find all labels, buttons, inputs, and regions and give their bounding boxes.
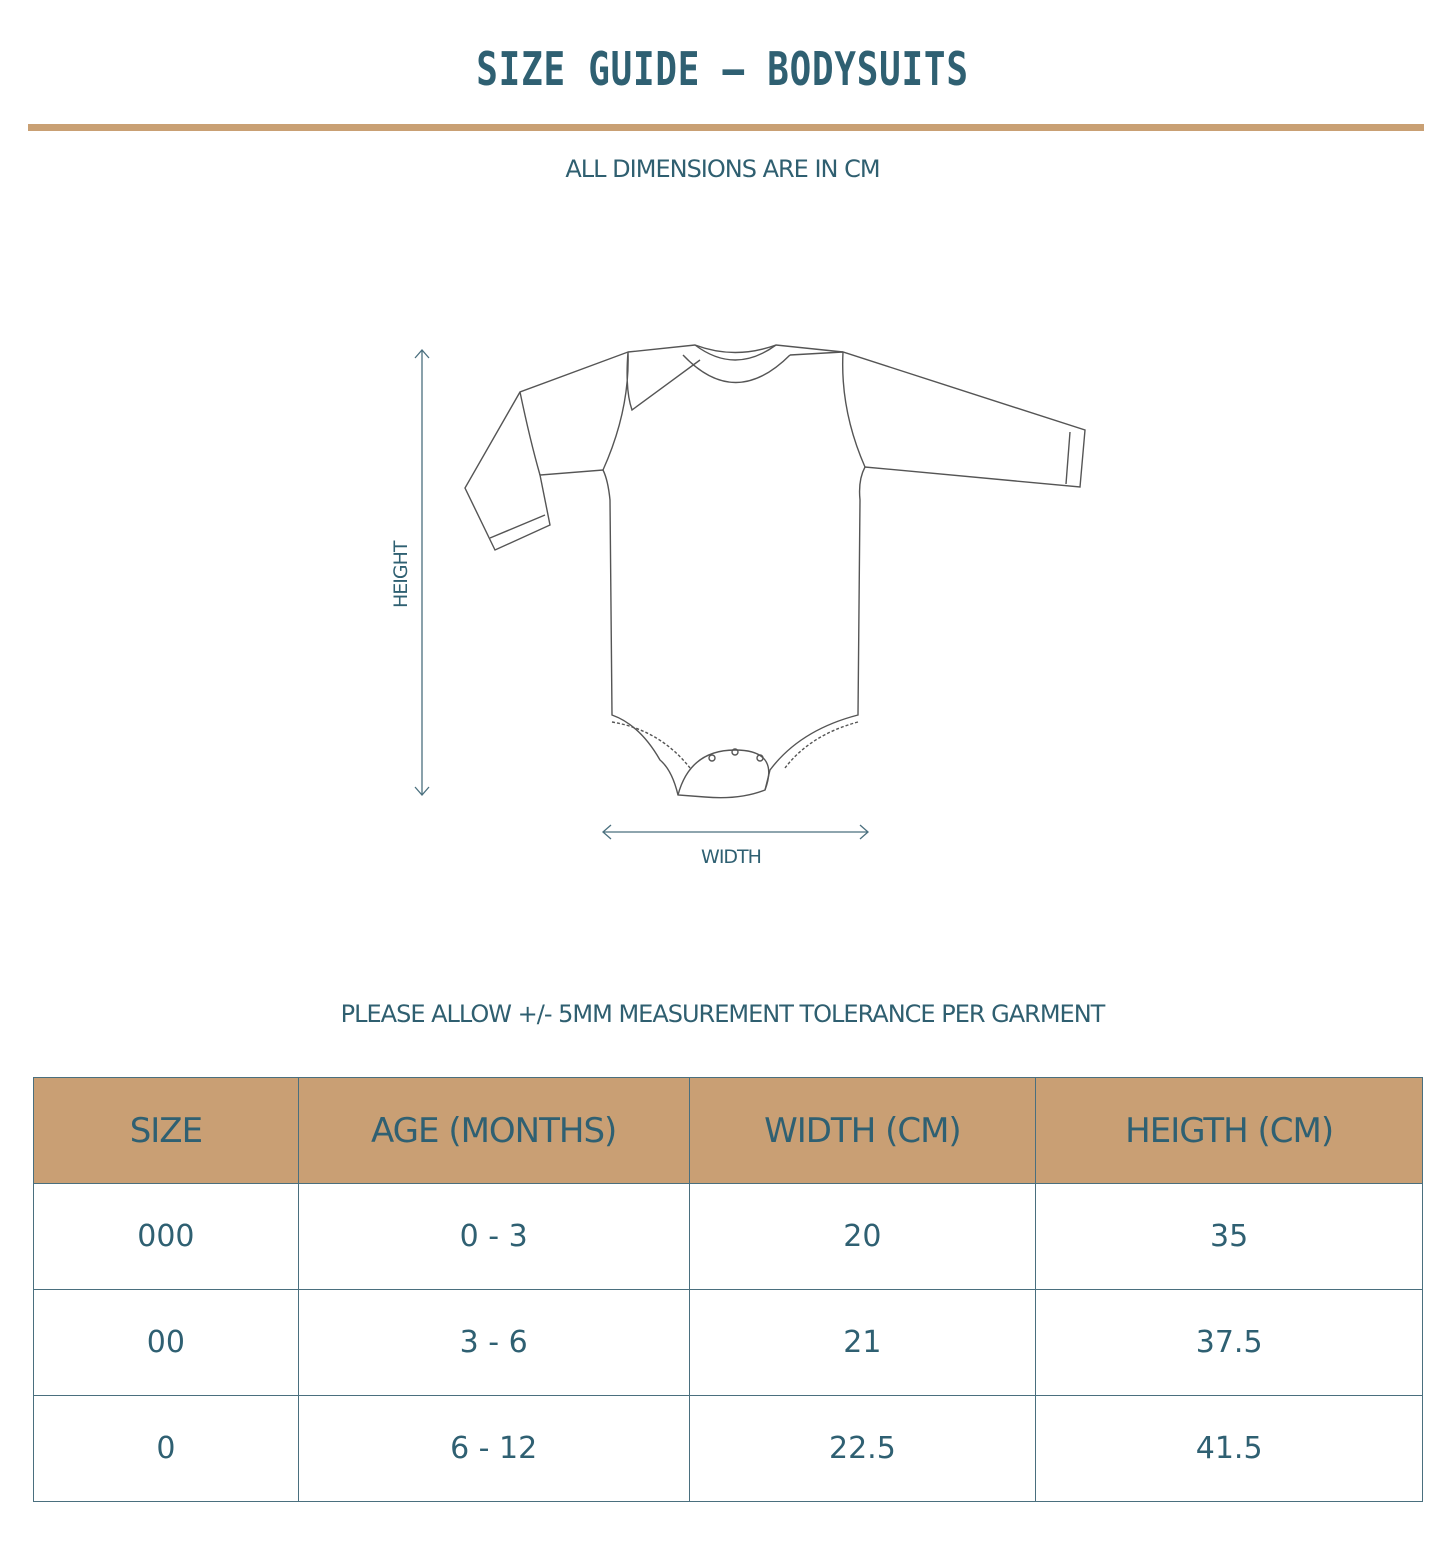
cell-size: 0	[33, 1395, 299, 1502]
cell-height: 41.5	[1035, 1395, 1423, 1502]
bodysuit-illustration	[464, 344, 1086, 799]
cell-width: 20	[688, 1183, 1037, 1290]
width-arrow	[602, 824, 869, 840]
height-label: HEIGHT	[390, 540, 412, 608]
header-width: WIDTH (CM)	[688, 1077, 1037, 1184]
cell-age: 0 - 3	[297, 1183, 690, 1290]
cell-width: 22.5	[688, 1395, 1037, 1502]
height-arrow	[414, 349, 430, 796]
header-size: SIZE	[33, 1077, 299, 1184]
size-table: SIZE AGE (MONTHS) WIDTH (CM) HEIGTH (CM)…	[33, 1077, 1423, 1502]
cell-size: 000	[33, 1183, 299, 1290]
table-header-row: SIZE AGE (MONTHS) WIDTH (CM) HEIGTH (CM)	[33, 1077, 1423, 1184]
table-row: 00 3 - 6 21 37.5	[33, 1289, 1423, 1396]
cell-age: 6 - 12	[297, 1395, 690, 1502]
bodysuit-diagram: HEIGHT WIDTH	[390, 344, 1086, 868]
header-height: HEIGTH (CM)	[1035, 1077, 1423, 1184]
cell-height: 35	[1035, 1183, 1423, 1290]
table-row: 0 6 - 12 22.5 41.5	[33, 1395, 1423, 1502]
units-note: ALL DIMENSIONS ARE IN CM	[565, 155, 880, 183]
width-label: WIDTH	[701, 846, 761, 868]
cell-age: 3 - 6	[297, 1289, 690, 1396]
page-title: SIZE GUIDE – BODYSUITS	[476, 42, 969, 96]
header-age: AGE (MONTHS)	[297, 1077, 690, 1184]
cell-size: 00	[33, 1289, 299, 1396]
cell-width: 21	[688, 1289, 1037, 1396]
cell-height: 37.5	[1035, 1289, 1423, 1396]
divider	[28, 124, 1424, 131]
tolerance-note: PLEASE ALLOW +/- 5MM MEASUREMENT TOLERAN…	[340, 1000, 1106, 1028]
table-row: 000 0 - 3 20 35	[33, 1183, 1423, 1290]
